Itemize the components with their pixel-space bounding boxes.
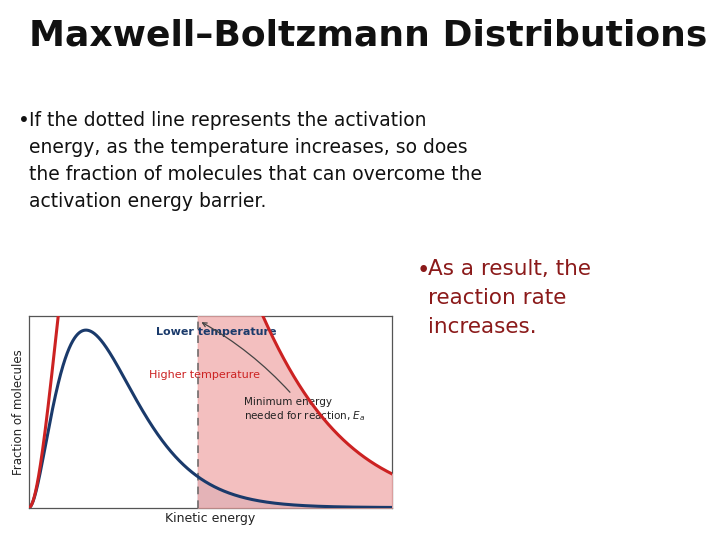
Text: As a result, the
reaction rate
increases.: As a result, the reaction rate increases… bbox=[428, 259, 591, 337]
X-axis label: Kinetic energy: Kinetic energy bbox=[166, 512, 256, 525]
Text: Higher temperature: Higher temperature bbox=[149, 369, 260, 380]
Text: Minimum energy
needed for reaction, $E_a$: Minimum energy needed for reaction, $E_a… bbox=[202, 323, 366, 423]
Text: Lower temperature: Lower temperature bbox=[156, 327, 276, 338]
Text: Maxwell–Boltzmann Distributions: Maxwell–Boltzmann Distributions bbox=[29, 19, 707, 53]
Text: •: • bbox=[416, 259, 430, 282]
Text: If the dotted line represents the activation
energy, as the temperature increase: If the dotted line represents the activa… bbox=[29, 111, 482, 212]
Text: •: • bbox=[18, 111, 30, 130]
Y-axis label: Fraction of molecules: Fraction of molecules bbox=[12, 349, 24, 475]
